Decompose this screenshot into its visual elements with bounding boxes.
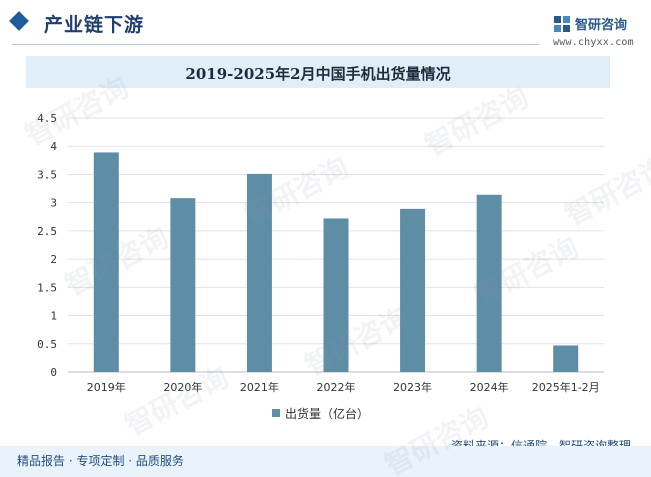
- y-tick-label: 2.5: [37, 225, 57, 238]
- x-tick-label: 2021年: [240, 380, 279, 394]
- y-tick-label: 2: [50, 253, 57, 266]
- y-tick-label: 4: [50, 140, 57, 153]
- bar-chart: 0 0.5 1 1.5 2 2.5 3 3.5 4 4.5 2019年 2020年 2021年 2022…: [37, 112, 604, 394]
- x-tick-label: 2024年: [470, 380, 509, 394]
- y-tick-label: 0: [50, 366, 57, 379]
- x-tick-label: 2025年1-2月: [532, 380, 600, 394]
- chart-title-band: 2019-2025年2月中国手机出货量情况: [26, 56, 610, 88]
- bar: [246, 173, 272, 372]
- chart-title: 2019-2025年2月中国手机出货量情况: [185, 65, 451, 83]
- logo-name: 智研咨询: [575, 18, 628, 33]
- y-axis: 0 0.5 1 1.5 2 2.5 3 3.5 4 4.5: [37, 112, 57, 379]
- logo-icon: [554, 16, 570, 32]
- bars: [93, 152, 579, 372]
- section-title: 产业链下游: [44, 14, 145, 36]
- y-tick-label: 3: [50, 197, 57, 210]
- header-divider: [12, 44, 539, 45]
- x-axis: 2019年 2020年 2021年 2022年 2023年 2024年 2025年1-2月: [87, 380, 600, 394]
- y-tick-label: 3.5: [37, 168, 57, 181]
- footer-services: 精品报告 · 专项定制 · 品质服务: [17, 454, 184, 468]
- bar: [553, 345, 579, 372]
- x-tick-label: 2020年: [163, 380, 202, 394]
- bar: [476, 194, 502, 372]
- y-tick-label: 0.5: [37, 338, 57, 351]
- bar: [93, 152, 119, 372]
- y-tick-label: 1.5: [37, 281, 57, 294]
- y-tick-label: 1: [50, 310, 57, 323]
- y-tick-label: 4.5: [37, 112, 57, 125]
- logo-url: www.chyxx.com: [553, 37, 634, 48]
- diamond-icon: [9, 11, 29, 31]
- legend-label: 出货量（亿台）: [285, 407, 370, 421]
- x-tick-label: 2023年: [393, 380, 432, 394]
- legend-swatch: [272, 409, 280, 417]
- bar: [400, 208, 426, 372]
- bar: [323, 218, 349, 372]
- x-tick-label: 2022年: [317, 380, 356, 394]
- page-header: 产业链下游 智研咨询 www.chyxx.com: [0, 0, 651, 56]
- footer-bar: 精品报告 · 专项定制 · 品质服务: [0, 446, 651, 477]
- x-tick-label: 2019年: [87, 380, 126, 394]
- bar: [170, 198, 196, 372]
